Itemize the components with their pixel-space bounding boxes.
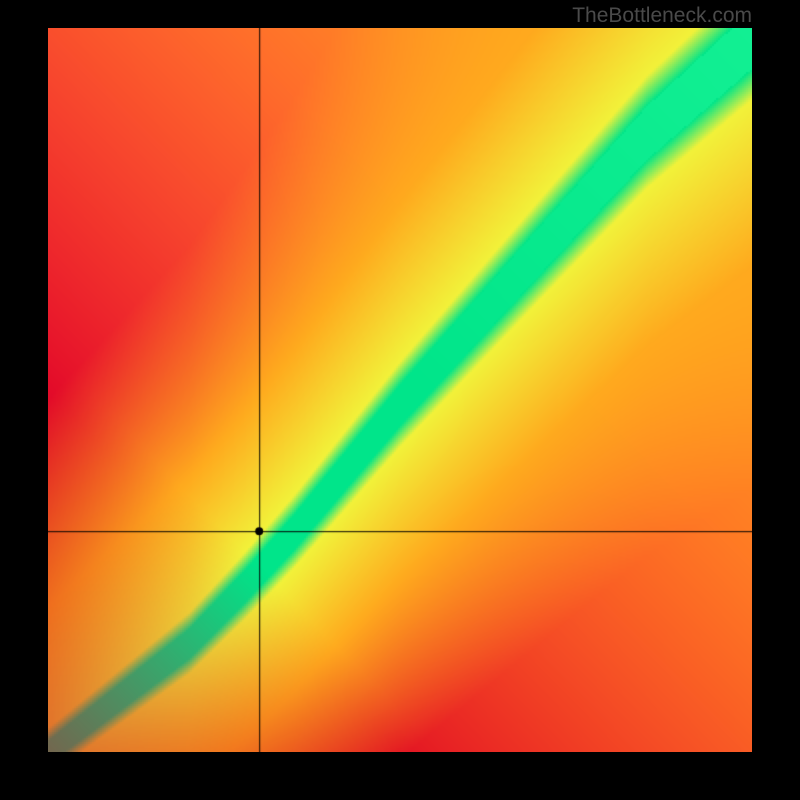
heatmap-plot-area xyxy=(48,28,752,752)
watermark-text: TheBottleneck.com xyxy=(572,4,752,28)
heatmap-canvas xyxy=(48,28,752,752)
